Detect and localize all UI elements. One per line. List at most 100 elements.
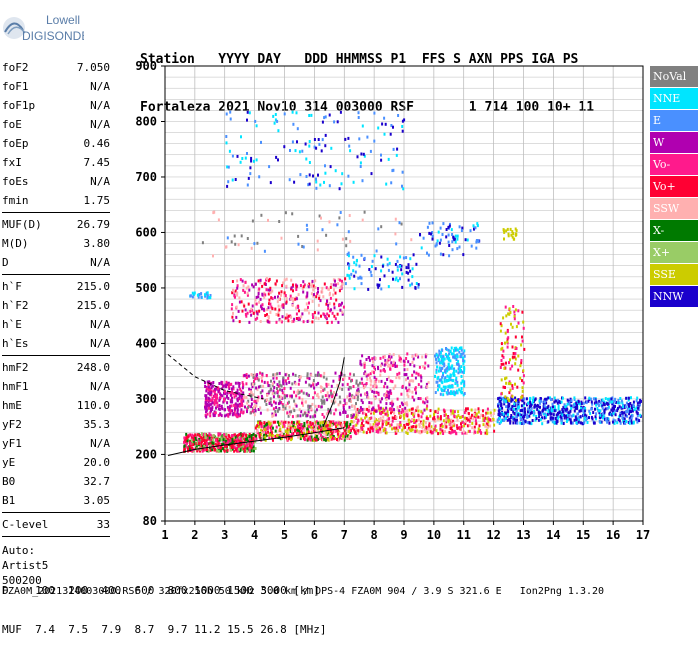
echo-point [205,403,208,407]
echo-point [487,420,490,424]
echo-point [358,409,360,413]
echo-point [325,377,328,381]
echo-point [256,388,259,392]
echo-point [209,444,212,448]
echo-point [631,409,634,413]
echo-point [242,391,245,395]
echo-point [278,220,281,223]
echo-point [318,425,321,429]
echo-point [482,409,484,413]
echo-point [246,237,249,240]
echo-point [242,399,245,403]
echo-point [236,399,239,403]
echo-point [229,443,232,447]
legend-item: Vo- [650,154,698,176]
echo-point [434,410,437,414]
echo-point [302,434,304,438]
echo-point [207,435,210,438]
echo-point [373,385,376,388]
echo-point [563,413,566,417]
echo-point [377,126,380,130]
echo-point [303,308,306,312]
echo-point [365,374,368,378]
echo-point [276,409,279,413]
echo-point [323,282,326,286]
echo-point [412,413,415,417]
echo-point [231,444,234,448]
echo-point [594,415,597,419]
echo-point [505,405,508,409]
echo-point [258,433,261,437]
echo-point [266,398,268,402]
echo-point [189,445,192,449]
echo-point [315,180,318,184]
echo-point [510,414,513,417]
echo-point [373,380,376,384]
echo-point [323,371,326,375]
echo-point [468,415,471,419]
echo-point [299,414,302,418]
echo-point [292,122,295,126]
echo-point [420,415,423,419]
echo-point [256,424,259,428]
echo-point [610,408,613,412]
echo-point [627,396,630,400]
echo-point [444,370,447,374]
header-label-axn: AXN [468,52,493,67]
echo-point [303,428,306,432]
echo-point [401,119,404,123]
echo-point [256,399,259,403]
echo-point [223,449,226,453]
echo-point [379,427,382,431]
echo-point [411,373,414,377]
echo-point [308,140,311,143]
echo-point [631,414,634,418]
echo-point [367,287,370,291]
echo-point [440,422,443,426]
echo-point [193,439,196,443]
echo-point [238,320,241,324]
echo-point [607,417,610,421]
echo-point [402,409,405,413]
echo-point [353,287,356,291]
echo-point [296,305,299,309]
echo-point [213,390,216,394]
echo-point [246,311,249,315]
echo-point [498,416,501,420]
echo-point [558,411,561,415]
echo-point [456,391,459,395]
echo-point [370,416,373,420]
echo-point [400,222,403,226]
echo-point [246,110,249,114]
echo-point [500,404,503,408]
echo-point [238,382,241,385]
echo-point [617,398,620,402]
echo-point [472,224,475,228]
echo-point [292,421,295,425]
echo-point [307,285,310,289]
echo-point [534,398,536,402]
echo-point [392,125,394,129]
echo-point [462,359,465,363]
echo-point [521,379,523,383]
echo-point [369,430,371,434]
echo-point [312,381,315,385]
echo-point [446,356,449,360]
echo-point [334,283,337,287]
echo-point [515,407,517,411]
echo-point [321,395,324,399]
echo-point [307,408,310,412]
echo-point [330,420,333,424]
param-value: N/A [90,337,110,350]
echo-point [418,423,421,427]
echo-point [332,420,335,424]
echo-point [403,373,406,377]
echo-point [607,397,609,401]
echo-point [220,438,223,441]
echo-point [326,321,329,325]
echo-point [630,396,632,400]
echo-point [408,389,411,393]
header-label-ps: PS [562,52,579,67]
param-value: N/A [90,80,110,93]
echo-point [227,385,230,389]
